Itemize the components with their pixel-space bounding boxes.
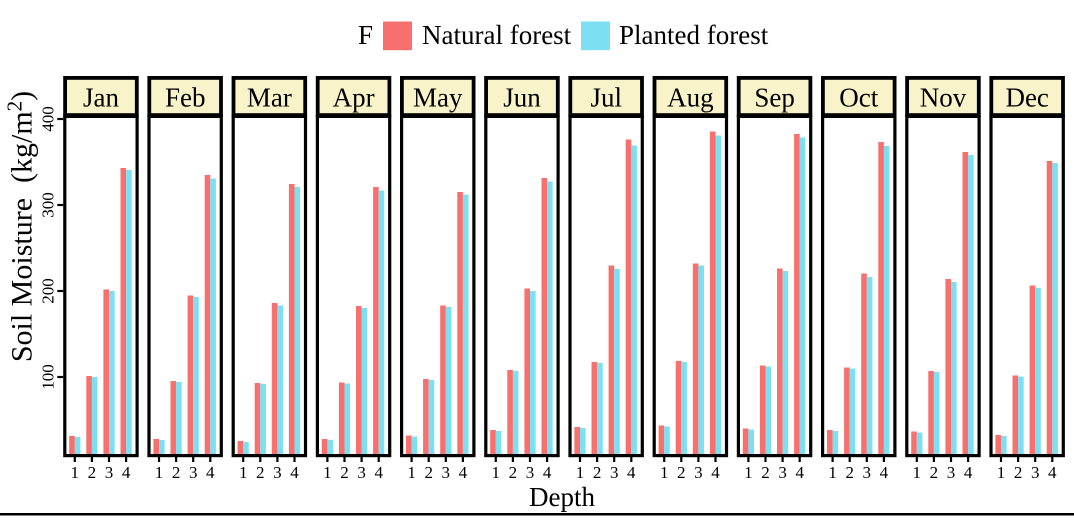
svg-text:4: 4: [459, 463, 468, 482]
svg-text:Sep: Sep: [754, 82, 795, 112]
svg-text:1: 1: [828, 463, 837, 482]
svg-text:1: 1: [492, 463, 501, 482]
svg-text:4: 4: [1048, 463, 1057, 482]
svg-text:Jan: Jan: [83, 82, 119, 112]
svg-text:2: 2: [340, 463, 349, 482]
svg-text:1: 1: [744, 463, 753, 482]
svg-text:2: 2: [1014, 463, 1023, 482]
svg-text:1: 1: [323, 463, 332, 482]
svg-text:Feb: Feb: [165, 82, 206, 112]
svg-text:2: 2: [677, 463, 686, 482]
svg-text:4: 4: [627, 463, 636, 482]
svg-text:1: 1: [576, 463, 585, 482]
svg-text:1: 1: [407, 463, 416, 482]
svg-text:3: 3: [1031, 463, 1040, 482]
svg-text:1: 1: [913, 463, 922, 482]
svg-text:Jun: Jun: [503, 82, 541, 112]
svg-text:Depth: Depth: [529, 482, 595, 512]
svg-text:1: 1: [997, 463, 1006, 482]
svg-text:2: 2: [593, 463, 602, 482]
svg-text:2: 2: [256, 463, 265, 482]
svg-text:2: 2: [172, 463, 181, 482]
svg-text:Oct: Oct: [839, 82, 878, 112]
svg-text:3: 3: [357, 463, 366, 482]
svg-text:2: 2: [845, 463, 854, 482]
svg-text:3: 3: [863, 463, 872, 482]
svg-text:4: 4: [880, 463, 889, 482]
svg-text:Natural forest: Natural forest: [422, 20, 572, 50]
svg-text:4: 4: [122, 463, 131, 482]
svg-text:4: 4: [711, 463, 720, 482]
svg-text:Dec: Dec: [1005, 82, 1048, 112]
svg-text:2: 2: [424, 463, 433, 482]
svg-text:Planted forest: Planted forest: [619, 20, 769, 50]
svg-text:Mar: Mar: [247, 82, 292, 112]
svg-text:3: 3: [442, 463, 451, 482]
svg-text:F: F: [358, 20, 373, 50]
svg-text:4: 4: [964, 463, 973, 482]
svg-text:2: 2: [88, 463, 97, 482]
svg-text:Jul: Jul: [590, 82, 622, 112]
svg-text:4: 4: [206, 463, 215, 482]
svg-text:Aug: Aug: [667, 82, 714, 112]
svg-text:2: 2: [930, 463, 939, 482]
svg-text:May: May: [413, 82, 463, 112]
svg-text:2: 2: [509, 463, 518, 482]
svg-text:2: 2: [761, 463, 770, 482]
svg-text:3: 3: [105, 463, 114, 482]
svg-text:100: 100: [39, 364, 58, 390]
svg-text:4: 4: [543, 463, 552, 482]
svg-text:3: 3: [273, 463, 282, 482]
svg-text:3: 3: [610, 463, 619, 482]
svg-text:1: 1: [71, 463, 80, 482]
svg-text:1: 1: [155, 463, 164, 482]
svg-text:3: 3: [694, 463, 703, 482]
svg-text:Apr: Apr: [333, 82, 375, 112]
svg-text:Nov: Nov: [920, 82, 967, 112]
svg-text:3: 3: [778, 463, 787, 482]
svg-text:1: 1: [239, 463, 248, 482]
svg-text:400: 400: [39, 106, 58, 132]
svg-text:200: 200: [39, 278, 58, 304]
svg-text:4: 4: [290, 463, 299, 482]
svg-text:1: 1: [660, 463, 669, 482]
svg-text:4: 4: [374, 463, 383, 482]
svg-text:3: 3: [526, 463, 535, 482]
svg-text:Soil Moisture (kg/m2): Soil Moisture (kg/m2): [3, 91, 39, 362]
svg-text:3: 3: [189, 463, 198, 482]
svg-text:300: 300: [39, 192, 58, 218]
svg-text:4: 4: [795, 463, 804, 482]
svg-text:3: 3: [947, 463, 956, 482]
